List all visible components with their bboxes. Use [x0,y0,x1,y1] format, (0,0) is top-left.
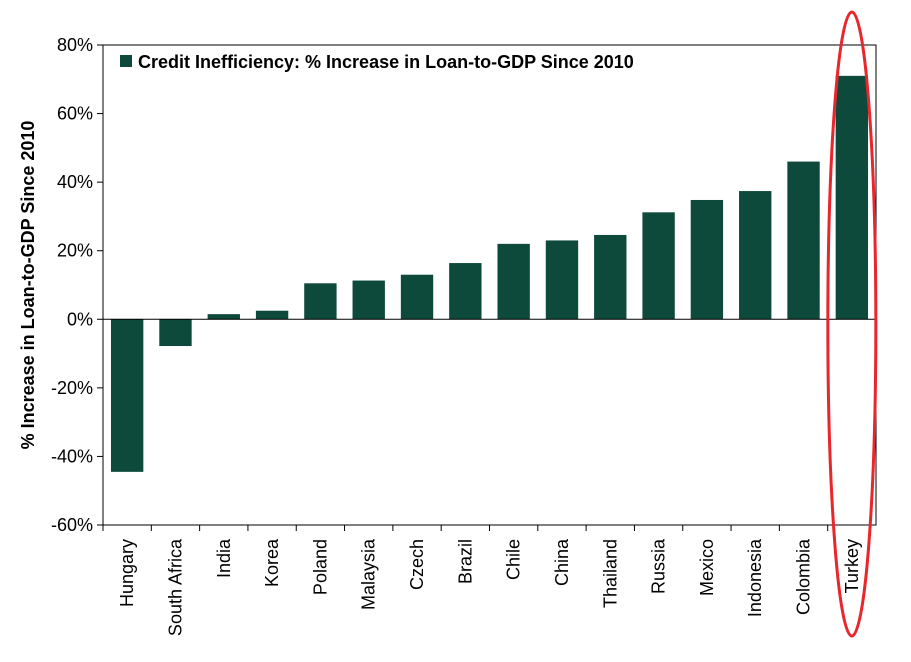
x-tick-label: South Africa [165,538,185,636]
x-tick-label: India [214,538,234,578]
bar-poland [304,283,337,320]
bar-malaysia [352,280,385,320]
bar-chile [497,243,530,320]
y-tick-label: -20% [51,378,93,398]
legend-swatch [120,55,132,67]
bar-thailand [594,234,627,320]
y-tick-label: -60% [51,515,93,535]
legend-label: Credit Inefficiency: % Increase in Loan-… [138,52,634,72]
bar-mexico [690,199,724,320]
bar-korea [255,310,289,320]
x-tick-label: Chile [504,539,524,580]
x-tick-label: Colombia [794,538,814,615]
y-tick-label: 20% [57,241,93,261]
y-tick-label: -40% [51,446,93,466]
bar-india [207,314,240,320]
x-tick-label: Russia [649,538,669,594]
x-tick-label: Malaysia [359,538,379,610]
bar-china [545,240,579,320]
bar-indonesia [739,191,772,320]
y-axis: 80% 60% 40% 20% 0% -20% -40% -60% [51,35,103,535]
turkey-highlight-circle [826,10,878,638]
x-tick-label: Korea [262,538,282,587]
y-tick-label: 40% [57,172,93,192]
legend: Credit Inefficiency: % Increase in Loan-… [120,52,634,72]
y-tick-label: 60% [57,104,93,124]
x-tick-label: Turkey [842,539,862,593]
bar-turkey [835,75,869,320]
x-tick-label: Mexico [697,539,717,596]
bar-russia [642,212,675,320]
x-tick-label: Hungary [117,539,137,607]
x-tick-label: Brazil [455,539,475,584]
y-tick-label: 0% [67,309,93,329]
bar-brazil [449,263,482,320]
x-tick-label: Poland [310,539,330,595]
x-tick-label: Czech [407,539,427,590]
y-tick-label: 80% [57,35,93,55]
x-tick-label: China [552,538,572,586]
y-axis-title: % Increase in Loan-to-GDP Since 2010 [18,121,38,450]
bars [110,75,869,472]
bar-hungary [110,319,144,472]
x-axis: Hungary South Africa India Korea Poland Malay… [102,525,862,636]
x-tick-label: Indonesia [745,538,765,617]
x-tick-label: Thailand [600,539,620,608]
bar-colombia [787,161,820,320]
bar-czech [400,274,434,320]
bar-south-africa [159,319,192,347]
